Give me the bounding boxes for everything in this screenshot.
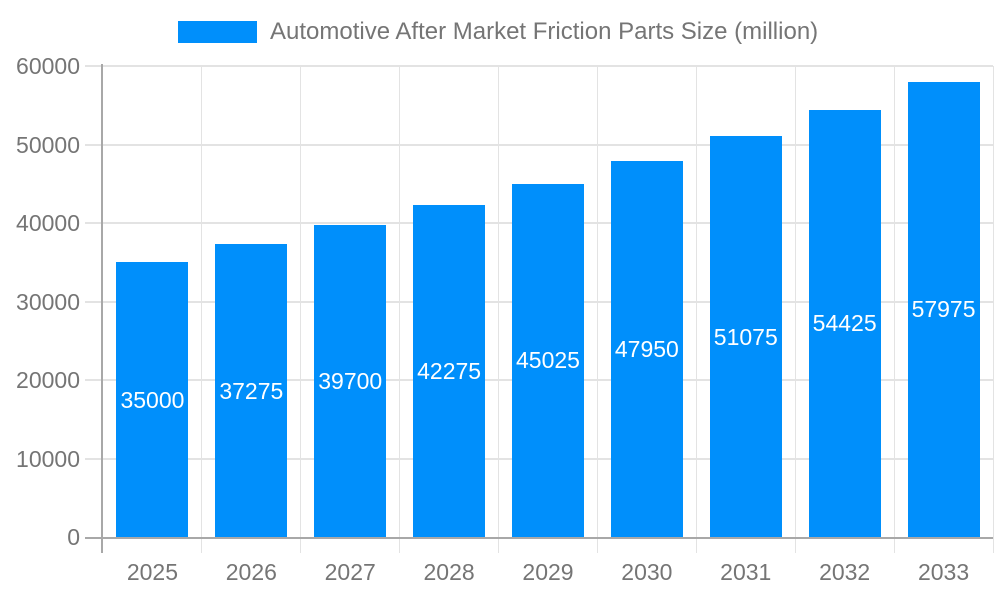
x-axis-label: 2028 — [423, 559, 475, 585]
gridline-vertical — [794, 66, 796, 553]
gridline-vertical — [596, 66, 598, 553]
bar-2027[interactable] — [314, 225, 387, 537]
y-axis-line — [101, 64, 103, 553]
gridline-vertical — [498, 66, 500, 553]
bar-2029[interactable] — [512, 183, 584, 537]
gridline-horizontal — [85, 65, 993, 67]
bar-value-label: 37275 — [219, 377, 284, 404]
x-axis-label: 2031 — [720, 559, 772, 585]
bar-2025[interactable] — [116, 262, 189, 537]
gridline-vertical — [992, 66, 994, 553]
x-axis-label: 2033 — [917, 559, 970, 585]
y-axis-label: 40000 — [16, 210, 80, 236]
bar-2028[interactable] — [413, 205, 486, 537]
bar-2030[interactable] — [610, 160, 683, 537]
gridline-vertical — [399, 66, 401, 553]
bar-value-label: 39700 — [318, 368, 383, 395]
gridline-horizontal — [85, 143, 993, 146]
bar-value-label: 57975 — [911, 296, 976, 323]
gridline-vertical — [695, 66, 697, 553]
bar-value-label: 35000 — [120, 386, 185, 413]
y-axis-label: 10000 — [16, 445, 80, 472]
y-axis-label: 0 — [67, 524, 80, 550]
y-axis-label: 30000 — [16, 288, 80, 315]
bar-value-label: 47950 — [614, 335, 679, 362]
gridline-vertical — [300, 66, 302, 553]
x-axis-label: 2032 — [819, 559, 871, 585]
x-axis-label: 2030 — [621, 559, 673, 585]
bar-value-label: 51075 — [713, 323, 778, 350]
gridline-vertical — [201, 66, 203, 553]
bar-value-label: 54425 — [812, 310, 877, 337]
bar-2033[interactable] — [907, 81, 980, 537]
bar-2032[interactable] — [808, 109, 881, 537]
legend-swatch[interactable] — [178, 21, 257, 43]
gridline-vertical — [893, 66, 895, 553]
bar-2031[interactable] — [709, 136, 782, 537]
y-axis-label: 50000 — [16, 131, 80, 158]
bar-value-label: 42275 — [417, 358, 482, 385]
x-axis-line — [85, 537, 993, 539]
x-axis-label: 2025 — [126, 559, 179, 585]
legend-title: Automotive After Market Friction Parts S… — [270, 18, 819, 45]
x-axis-label: 2027 — [324, 559, 376, 585]
bar-2026[interactable] — [215, 244, 288, 537]
bar-value-label: 45025 — [516, 347, 580, 374]
y-axis-label: 60000 — [16, 53, 80, 79]
y-axis-label: 20000 — [16, 367, 80, 393]
x-axis-label: 2026 — [225, 559, 277, 585]
x-axis-label: 2029 — [522, 559, 574, 585]
